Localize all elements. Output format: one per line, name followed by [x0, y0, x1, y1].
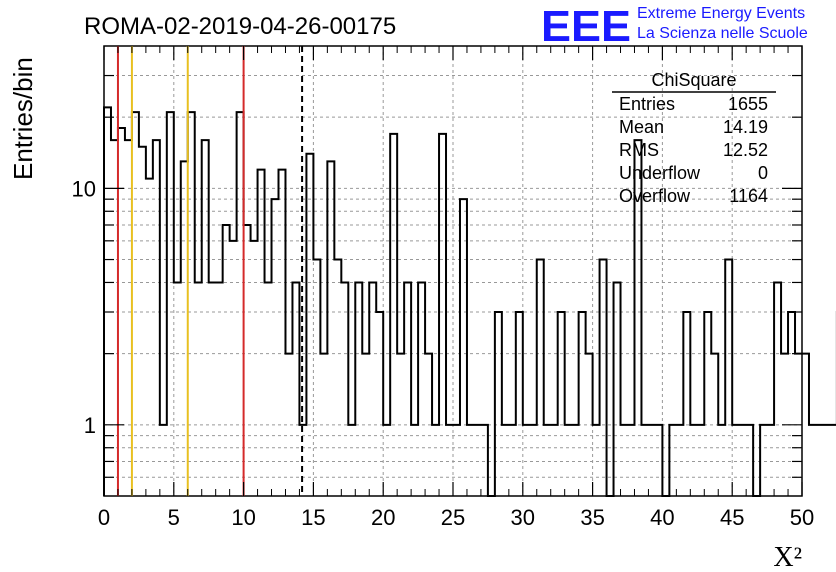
histogram-outline	[103, 106, 836, 497]
histogram-bars	[103, 106, 836, 497]
y-axis-label: Entries/bin	[8, 57, 38, 180]
x-tick-label: 25	[441, 505, 465, 530]
x-tick-label: 0	[98, 505, 110, 530]
x-tick-label: 50	[790, 505, 814, 530]
eee-logo-mark: EEE	[541, 2, 631, 51]
reference-lines	[116, 46, 304, 496]
x-axis-label: X²	[773, 542, 802, 572]
x-tick-label: 20	[371, 505, 395, 530]
stats-value-entries: 1655	[728, 94, 768, 114]
stats-value-overflow: 1164	[729, 186, 768, 206]
stats-label-entries: Entries	[619, 94, 675, 114]
x-tick-label: 40	[650, 505, 674, 530]
stats-label-rms: RMS	[619, 140, 659, 160]
y-tick-label: 1	[84, 413, 96, 438]
stats-value-rms: 12.52	[723, 140, 768, 160]
x-tick-label: 30	[511, 505, 535, 530]
stats-value-underflow: 0	[758, 163, 768, 183]
stats-label-underflow: Underflow	[619, 163, 701, 183]
stats-title: ChiSquare	[651, 70, 736, 90]
stats-value-mean: 14.19	[723, 117, 768, 137]
eee-logo-line1: Extreme Energy Events	[637, 5, 805, 22]
y-tick-label: 10	[72, 176, 96, 201]
x-tick-label: 45	[720, 505, 744, 530]
chart-title: ROMA-02-2019-04-26-00175	[84, 13, 396, 40]
eee-logo: EEE Extreme Energy Events La Scienza nel…	[541, 2, 808, 51]
x-tick-label: 10	[231, 505, 255, 530]
x-tick-label: 5	[168, 505, 180, 530]
x-tick-label: 15	[301, 505, 325, 530]
eee-logo-line2: La Scienza nelle Scuole	[637, 25, 808, 42]
stats-label-overflow: Overflow	[619, 186, 691, 206]
stats-box: ChiSquare Entries 1655 Mean 14.19 RMS 12…	[612, 70, 776, 206]
x-tick-label: 35	[580, 505, 604, 530]
stats-label-mean: Mean	[619, 117, 664, 137]
axis-ticks: 0 5 10 15 20 25 30 35 40 45 50 1 10	[72, 46, 814, 530]
